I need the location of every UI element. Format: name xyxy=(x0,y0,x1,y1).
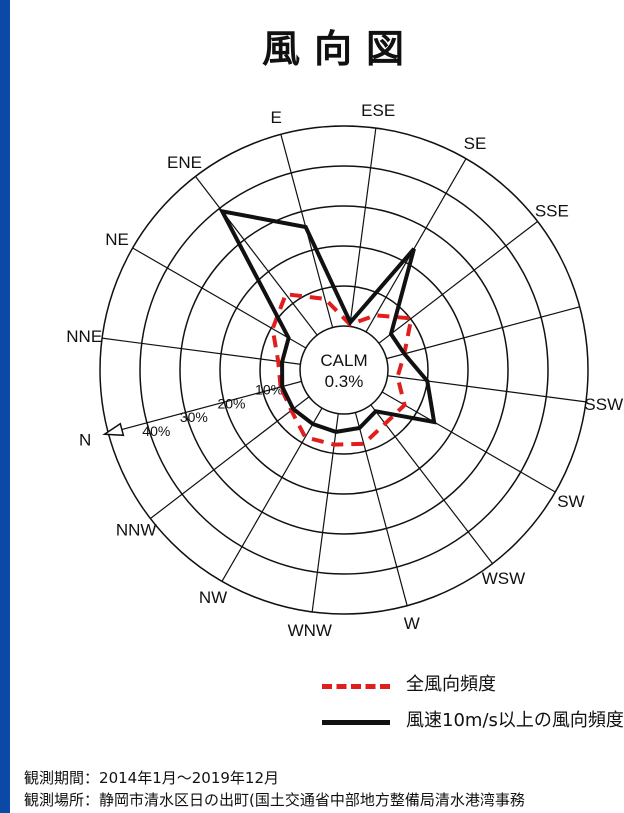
calm-value: 0.3% xyxy=(325,372,364,391)
direction-label-ESE: ESE xyxy=(361,101,395,120)
direction-label-WNW: WNW xyxy=(288,621,332,640)
chart-title: 風向図 xyxy=(261,27,418,71)
direction-label-WSW: WSW xyxy=(482,569,525,588)
period-sep: ： xyxy=(84,769,100,787)
polar-grid xyxy=(99,125,589,615)
place-value: 静岡市清水区日の出町(国土交通省中部地方整備局清水港湾事務 xyxy=(99,791,525,809)
grid-spoke-SSE xyxy=(378,220,538,344)
period-value: 2014年1月〜2019年12月 xyxy=(99,769,280,787)
period-key: 観測期間 xyxy=(24,769,85,787)
direction-label-N: N xyxy=(79,430,91,449)
legend-label: 全風向頻度 xyxy=(406,674,496,695)
grid-spoke-SSW xyxy=(387,375,586,403)
grid-spoke-N xyxy=(108,380,302,434)
north-arrow-head xyxy=(102,422,125,437)
legend-item-all-directions: 全風向頻度 xyxy=(322,670,624,700)
grid-spoke-NE xyxy=(132,247,307,349)
left-accent-bar xyxy=(0,0,10,813)
grid-spoke-NW xyxy=(221,407,323,582)
direction-label-W: W xyxy=(404,614,420,633)
ring-label: 20% xyxy=(217,395,245,411)
direction-labels: N NNE NE ENE E ESE SE SSE SSW SW WSW W WNW NW NNW xyxy=(66,101,623,640)
grid-spoke-SE xyxy=(365,158,467,333)
ring-label: 10% xyxy=(255,382,283,398)
place-sep: ： xyxy=(84,791,100,809)
grid-ring-2 xyxy=(219,245,469,495)
ring-label: 40% xyxy=(142,423,170,439)
north-arrow xyxy=(102,422,125,437)
observation-place: 観測場所：静岡市清水区日の出町(国土交通省中部地方整備局清水港湾事務 xyxy=(24,789,525,811)
grid-spoke-SW xyxy=(381,391,556,493)
grid-spoke-WNW xyxy=(311,413,339,612)
grid-spoke-ENE xyxy=(194,176,318,336)
grid-spoke-WSW xyxy=(370,404,494,564)
grid-ring-0 xyxy=(299,325,389,415)
series-layer xyxy=(218,208,437,447)
grid-spoke-S xyxy=(386,306,580,360)
direction-label-SSW: SSW xyxy=(584,395,623,414)
legend-label: 風速10m/s以上の風向頻度 xyxy=(406,710,624,731)
legend-swatch-dashed xyxy=(322,684,390,689)
grid-ring-4 xyxy=(139,165,549,575)
direction-label-E: E xyxy=(271,108,282,127)
grid-ring-3 xyxy=(179,205,509,535)
direction-label-SW: SW xyxy=(557,492,584,511)
direction-label-NNW: NNW xyxy=(116,520,157,539)
calm-label: CALM xyxy=(320,351,367,370)
direction-label-NNE: NNE xyxy=(66,327,102,346)
grid-ring-5 xyxy=(99,125,589,615)
legend-swatch-solid xyxy=(322,720,390,725)
calm-circle xyxy=(302,328,386,412)
place-key: 観測場所 xyxy=(24,791,85,809)
direction-label-SE: SE xyxy=(464,134,487,153)
grid-ring-1 xyxy=(259,285,429,455)
observation-period: 観測期間：2014年1月〜2019年12月 xyxy=(24,767,525,789)
ring-label: 30% xyxy=(180,409,208,425)
direction-label-SSE: SSE xyxy=(535,202,569,221)
legend-item-strong-wind: 風速10m/s以上の風向頻度 xyxy=(322,706,624,736)
grid-spoke-NNW xyxy=(150,396,310,520)
grid-spoke-W xyxy=(354,412,408,606)
grid-spoke-NNE xyxy=(102,337,301,365)
direction-label-NE: NE xyxy=(105,230,129,249)
grid-spoke-ESE xyxy=(349,128,377,327)
observation-info: 観測期間：2014年1月〜2019年12月 観測場所：静岡市清水区日の出町(国土… xyxy=(24,767,525,811)
ring-labels: 10% 20% 30% 40% xyxy=(142,382,283,439)
direction-label-NW: NW xyxy=(199,588,227,607)
direction-label-ENE: ENE xyxy=(167,153,202,172)
calm-center: CALM 0.3% xyxy=(302,328,386,412)
